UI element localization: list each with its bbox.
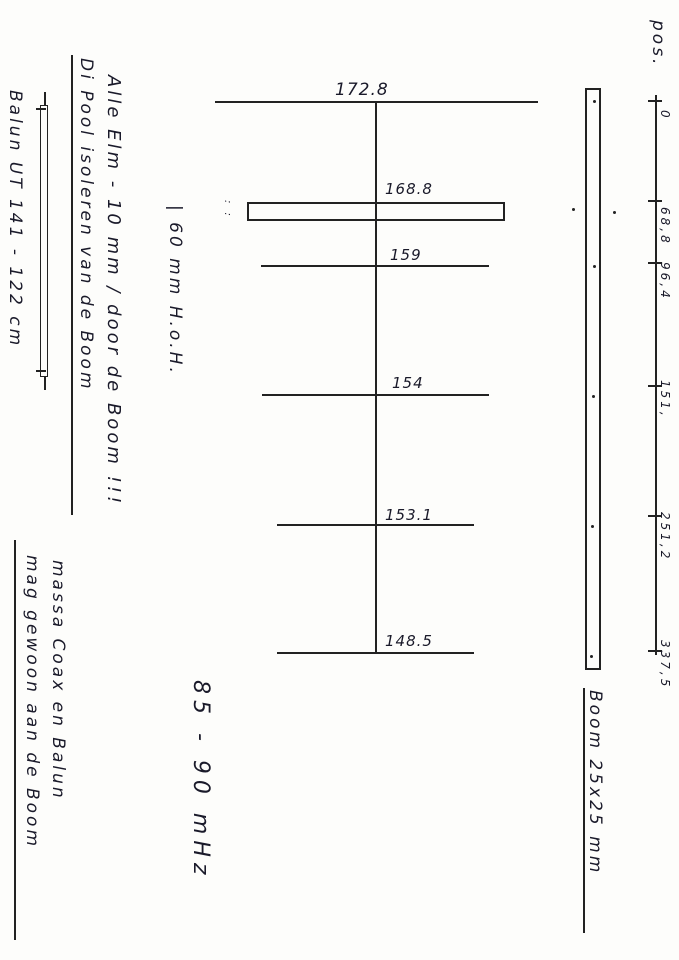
ground-note-2: mag gewoon aan de Boom: [22, 555, 42, 849]
dipole-note: Di Pool isoleren van de Boom: [76, 58, 96, 392]
scale-tick: [648, 100, 662, 102]
position-scale-label: pos.: [648, 20, 668, 68]
element-director-2: [262, 394, 489, 396]
element-dipole: [247, 202, 505, 221]
balun-sketch-lead: [44, 376, 46, 390]
all-elements-note: Alle Elm - 10 mm / door de Boom !!!: [103, 75, 124, 507]
boom-note: Boom 25x25 mm: [585, 690, 605, 876]
position-scale-line: [655, 95, 657, 655]
element-director-3: [277, 524, 474, 526]
element-length-label: 168.8: [385, 180, 433, 198]
boom-rectangle: [585, 88, 601, 670]
element-director-4: [277, 652, 474, 654]
spacing-note: | 60 mm H.o.H.: [165, 205, 185, 376]
position-value: 68,8: [658, 207, 672, 246]
balun-note: Balun UT 141 - 122 cm: [5, 90, 25, 349]
balun-sketch-lead: [44, 92, 46, 106]
scale-tick: [648, 262, 662, 264]
element-reflector: [215, 101, 538, 103]
element-length-label: 153.1: [385, 506, 433, 524]
mount-dot: [590, 655, 593, 658]
position-value: 96,4: [658, 262, 672, 301]
position-value: 151,: [658, 380, 672, 419]
element-length-label: 148.5: [385, 632, 433, 650]
dipole-gap-mark: : :: [222, 200, 233, 219]
mount-dot: [591, 525, 594, 528]
balun-sketch-mark: [36, 370, 46, 372]
separator-line: [14, 540, 16, 940]
element-director-1: [261, 265, 489, 267]
dipole-note-underline: [71, 55, 73, 515]
scale-tick: [648, 515, 662, 517]
scale-tick: [648, 200, 662, 202]
position-value: 337,5: [658, 640, 672, 690]
ground-note-1: massa Coax en Balun: [48, 560, 68, 801]
boom-line: [375, 102, 377, 654]
mount-dot: [593, 100, 596, 103]
balun-sketch: [40, 105, 48, 377]
scale-tick: [648, 650, 662, 652]
mount-dot: [572, 208, 575, 211]
element-length-label: 159: [390, 246, 422, 264]
position-value: 251,2: [658, 512, 672, 562]
position-value: 0: [658, 110, 672, 121]
balun-sketch-mark: [36, 108, 46, 110]
mount-dot: [592, 395, 595, 398]
mount-dot: [613, 211, 616, 214]
boom-note-underline: [583, 688, 585, 933]
frequency-note: 85 - 90 mHz: [188, 680, 213, 881]
element-length-label: 172.8: [335, 80, 389, 100]
scale-tick: [648, 385, 662, 387]
mount-dot: [593, 265, 596, 268]
element-length-label: 154: [392, 374, 424, 392]
